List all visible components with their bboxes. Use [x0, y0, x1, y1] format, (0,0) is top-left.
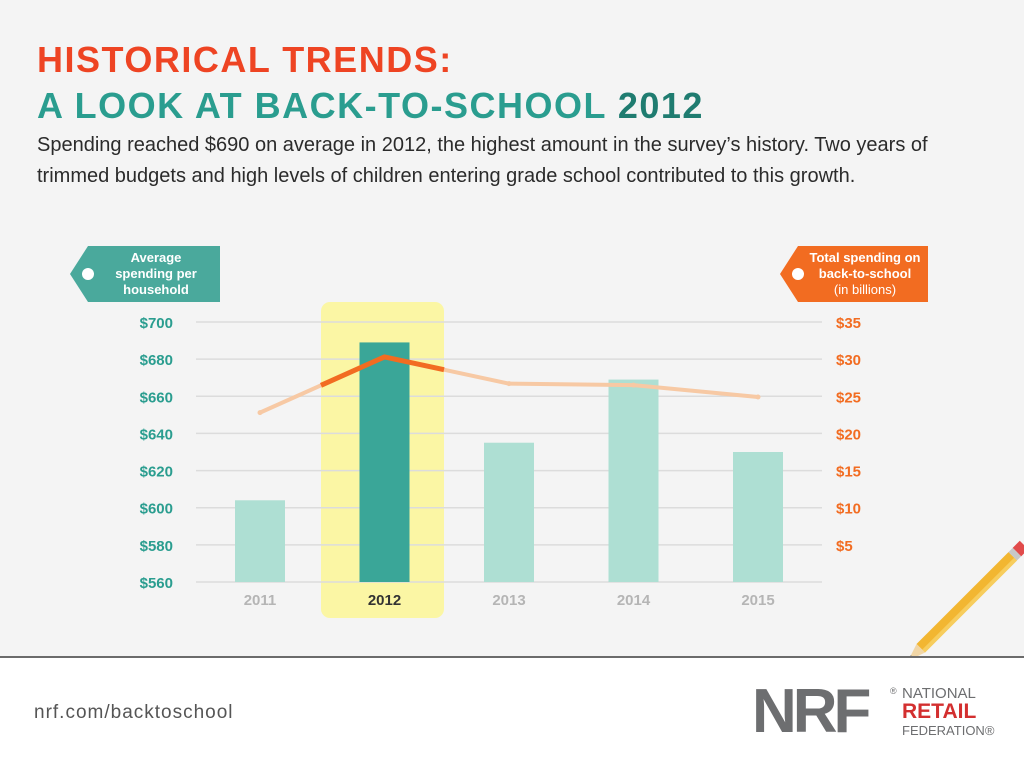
- right-axis-tick: $35: [836, 315, 861, 332]
- logo-line-3: FEDERATION®: [902, 723, 995, 738]
- right-tag-line-3: (in billions): [833, 282, 897, 297]
- left-axis-tag: Average spending per household: [70, 246, 220, 302]
- logo-line-1: NATIONAL: [902, 685, 976, 702]
- x-tick-2015: 2015: [741, 592, 774, 609]
- line-point-2013: [506, 381, 512, 387]
- footer: [0, 658, 1024, 768]
- right-axis-tick: $15: [836, 464, 861, 481]
- left-axis-tick: $700: [140, 315, 173, 332]
- pencil-body: [916, 552, 1017, 653]
- tag-shape: [780, 246, 928, 302]
- left-axis-tick: $560: [140, 575, 173, 592]
- chart: $700$680$660$640$620$600$580$560 $35$30$…: [140, 302, 1024, 656]
- title-line-2-text: A LOOK AT BACK-TO-SCHOOL: [37, 85, 607, 126]
- left-tag-line-2: spending per: [115, 266, 197, 281]
- line-point-2015: [755, 394, 761, 400]
- logo-registered: ®: [890, 686, 897, 696]
- spending-line-highlight: [319, 354, 445, 388]
- pencil-ferrule: [1008, 547, 1022, 561]
- bars: [235, 342, 783, 582]
- left-axis-tick: $620: [140, 464, 173, 481]
- bar-2011: [235, 500, 285, 582]
- left-axis-tick: $600: [140, 501, 173, 518]
- footer-link[interactable]: nrf.com/backtoschool: [34, 702, 234, 723]
- left-tag-line-3: household: [123, 282, 189, 297]
- pencil-eraser: [1012, 540, 1024, 557]
- title-line-2: A LOOK AT BACK-TO-SCHOOL 2012: [37, 86, 704, 126]
- bar-2013: [484, 442, 534, 582]
- pencil-group: [906, 540, 1024, 656]
- bar-2015: [733, 452, 783, 582]
- left-axis-tick: $640: [140, 426, 173, 443]
- subtitle: Spending reached $690 on average in 2012…: [37, 134, 928, 187]
- left-axis: $700 $680 $660 $640 $620 $600 $580 $560: [140, 315, 173, 592]
- right-axis: $35 $30 $25 $20 $15 $10 $5: [836, 315, 861, 555]
- left-axis-tick: $580: [140, 538, 173, 555]
- footer-divider: [0, 656, 1024, 658]
- right-tag-line-2: back-to-school: [818, 266, 912, 281]
- right-axis-tick: $5: [836, 538, 853, 555]
- x-axis: 2011 2012 2013 2014 2015: [244, 592, 775, 609]
- tag-shape: [70, 246, 220, 302]
- pencil-stripe: [922, 557, 1017, 653]
- x-tick-2013: 2013: [492, 592, 525, 609]
- left-tag-line-1: Average: [130, 250, 182, 265]
- line-point-2011: [257, 410, 263, 416]
- title-year: 2012: [617, 85, 704, 126]
- title-line-1: HISTORICAL TRENDS:: [37, 39, 453, 80]
- x-tick-2014: 2014: [617, 592, 651, 609]
- right-axis-tick: $25: [836, 389, 861, 406]
- bar-2014: [608, 379, 659, 582]
- right-axis-tick: $10: [836, 501, 861, 518]
- right-tag-line-1: Total spending on: [809, 250, 921, 265]
- left-axis-tick: $660: [140, 389, 173, 406]
- spending-line: [257, 354, 761, 416]
- left-axis-tick: $680: [140, 352, 173, 369]
- bar-2012: [359, 342, 410, 582]
- right-axis-tick: $30: [836, 352, 861, 369]
- logo-line-2: RETAIL: [902, 700, 977, 723]
- right-axis-tick: $20: [836, 426, 861, 443]
- right-axis-tag: Total spending on back-to-school (in bil…: [780, 246, 928, 302]
- pencil-wood: [908, 643, 926, 656]
- line-point-2014: [631, 382, 636, 388]
- logo-letters: NRF: [752, 677, 871, 746]
- x-tick-2011: 2011: [244, 592, 277, 609]
- x-tick-2012: 2012: [368, 592, 401, 609]
